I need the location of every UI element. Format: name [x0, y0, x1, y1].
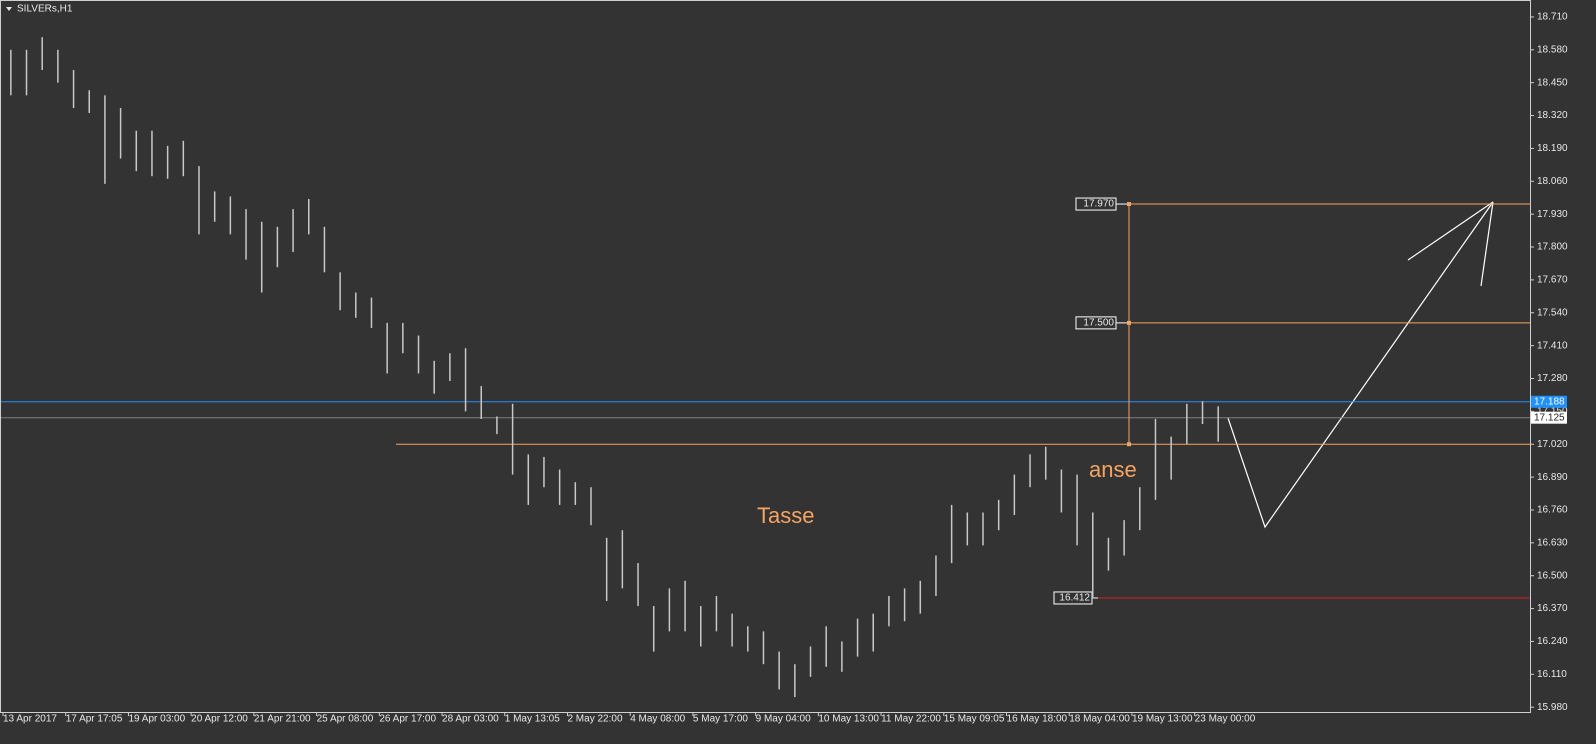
- plot-frame: [0, 0, 1531, 713]
- x-tick-label: 1 May 13:05: [505, 714, 560, 725]
- y-tick-label: 17.410: [1537, 340, 1568, 351]
- x-tick-label: 13 Apr 2017: [3, 714, 57, 725]
- y-tick-label: 18.580: [1537, 44, 1568, 55]
- y-tick-label: 17.280: [1537, 373, 1568, 384]
- y-tick-label: 17.670: [1537, 275, 1568, 286]
- y-tick-label: 18.450: [1537, 77, 1568, 88]
- x-tick-label: 21 Apr 21:00: [254, 714, 311, 725]
- x-tick-label: 23 May 00:00: [1195, 714, 1256, 725]
- y-tick-label: 17.020: [1537, 439, 1568, 450]
- fib-handle: [1127, 442, 1131, 447]
- x-tick-label: 5 May 17:00: [693, 714, 748, 725]
- y-tick-label: 16.500: [1537, 570, 1568, 581]
- x-tick-label: 19 May 13:00: [1132, 714, 1193, 725]
- y-tick-label: 17.800: [1537, 242, 1568, 253]
- y-tick-label: 16.240: [1537, 636, 1568, 647]
- forecast-path: [1227, 201, 1494, 529]
- price-label: 17.188: [1534, 396, 1565, 407]
- x-tick-label: 4 May 08:00: [630, 714, 685, 725]
- arrow-head: [1480, 201, 1494, 287]
- x-tick-label: 18 May 04:00: [1069, 714, 1130, 725]
- x-tick-label: 16 May 18:00: [1007, 714, 1068, 725]
- y-tick-label: 15.980: [1537, 702, 1568, 713]
- y-tick-label: 18.190: [1537, 143, 1568, 154]
- x-tick-label: 17 Apr 17:05: [66, 714, 123, 725]
- x-tick-label: 2 May 22:00: [567, 714, 622, 725]
- x-tick-label: 20 Apr 12:00: [191, 714, 248, 725]
- y-tick-label: 16.630: [1537, 537, 1568, 548]
- y-tick-label: 18.320: [1537, 110, 1568, 121]
- annotation: Tasse: [757, 503, 814, 528]
- x-tick-label: 10 May 13:00: [818, 714, 879, 725]
- menu-icon[interactable]: [6, 7, 12, 11]
- price-label: 17.125: [1534, 412, 1565, 423]
- annotation: anse: [1089, 457, 1137, 482]
- y-tick-label: 17.150: [1537, 406, 1568, 417]
- y-tick-label: 18.710: [1537, 12, 1568, 23]
- y-tick-label: 16.760: [1537, 505, 1568, 516]
- y-tick-label: 16.110: [1537, 669, 1567, 680]
- x-tick-label: 19 Apr 03:00: [128, 714, 185, 725]
- y-tick-label: 18.060: [1537, 176, 1568, 187]
- x-tick-label: 11 May 22:00: [881, 714, 941, 725]
- fib-label: 17.500: [1083, 318, 1114, 329]
- chart-title: SILVERs,H1: [17, 4, 73, 15]
- y-tick-label: 17.930: [1537, 209, 1568, 220]
- y-tick-label: 16.890: [1537, 472, 1568, 483]
- x-tick-label: 28 Apr 03:00: [442, 714, 499, 725]
- x-tick-label: 9 May 04:00: [756, 714, 811, 725]
- y-tick-label: 16.370: [1537, 603, 1568, 614]
- price-label-box: [1531, 395, 1567, 408]
- arrow-head: [1407, 201, 1494, 261]
- x-tick-label: 25 Apr 08:00: [317, 714, 374, 725]
- fib-label: 17.970: [1083, 199, 1114, 210]
- x-tick-label: 15 May 09:05: [944, 714, 1005, 725]
- drawn-arrow: [1227, 201, 1494, 529]
- y-tick-label: 17.540: [1537, 307, 1568, 318]
- x-tick-label: 26 Apr 17:00: [379, 714, 436, 725]
- price-label-box: [1531, 411, 1567, 424]
- stop-label: 16.412: [1059, 593, 1090, 604]
